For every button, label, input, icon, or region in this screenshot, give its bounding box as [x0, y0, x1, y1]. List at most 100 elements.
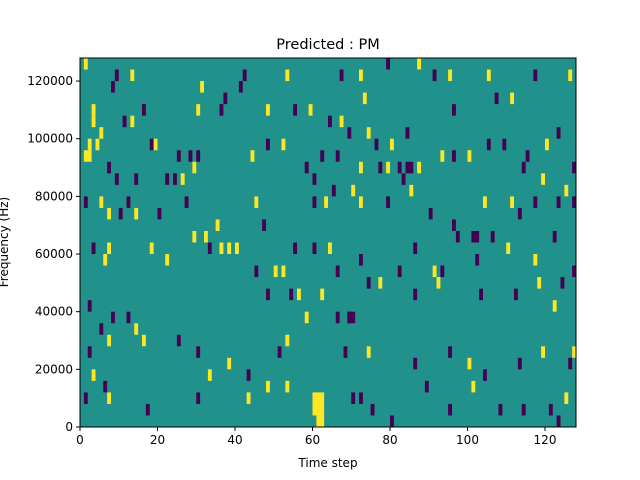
heatmap-cell	[413, 357, 418, 370]
heatmap-cell	[219, 104, 224, 116]
heatmap-cell	[517, 357, 522, 370]
heatmap-cell	[502, 138, 507, 151]
heatmap-cell	[227, 242, 232, 255]
heatmap-cell	[556, 127, 561, 139]
heatmap-cell	[370, 403, 375, 416]
heatmap-cell	[207, 242, 212, 255]
heatmap-cell	[533, 254, 538, 266]
heatmap-cell	[107, 242, 112, 255]
heatmap-cell	[118, 207, 123, 220]
heatmap-cell	[200, 81, 205, 93]
y-tick-label: 60000	[35, 247, 73, 261]
heatmap-cell	[87, 138, 92, 151]
heatmap-cell	[142, 104, 146, 116]
heatmap-cell	[452, 150, 456, 162]
heatmap-cell	[266, 288, 270, 301]
heatmap-cell	[413, 288, 418, 301]
heatmap-cell	[289, 288, 294, 301]
heatmap-cell	[293, 104, 298, 116]
heatmap-cell	[219, 242, 224, 255]
heatmap-cell	[568, 69, 573, 82]
heatmap-cell	[556, 196, 561, 208]
heatmap-cell	[467, 150, 472, 162]
plot-area	[79, 57, 577, 428]
heatmap-cell	[134, 323, 139, 335]
heatmap-cell	[91, 369, 96, 381]
heatmap-cell	[479, 288, 484, 301]
heatmap-cell	[285, 334, 290, 347]
x-tick-label: 100	[456, 433, 479, 447]
heatmap-cell	[91, 115, 96, 128]
heatmap-cell	[339, 69, 344, 82]
heatmap-cell	[347, 127, 352, 139]
heatmap-cell	[107, 207, 112, 220]
x-axis-label: Time step	[297, 456, 357, 470]
heatmap-cell	[192, 230, 197, 243]
heatmap-cell	[409, 184, 414, 197]
x-tick-label: 120	[534, 433, 557, 447]
y-tick-label: 0	[65, 420, 73, 434]
heatmap-cell	[107, 392, 112, 404]
heatmap-cell	[281, 138, 286, 151]
heatmap-cell	[130, 115, 135, 128]
heatmap-cell	[266, 380, 270, 393]
heatmap-cell	[541, 173, 546, 185]
heatmap-cell	[204, 230, 208, 243]
heatmap-cell	[467, 357, 472, 370]
heatmap-cell	[386, 196, 391, 208]
heatmap-cell	[149, 138, 154, 151]
heatmap-cell	[506, 242, 511, 255]
heatmap-cell	[246, 392, 251, 404]
heatmap-cell	[545, 138, 549, 151]
heatmap-cell	[250, 150, 255, 162]
heatmap-cell	[548, 403, 553, 416]
heatmap-cell	[266, 138, 270, 151]
heatmap-cell	[541, 346, 546, 358]
y-axis-label: Frequency (Hz)	[0, 197, 11, 288]
heatmap-cell	[475, 254, 480, 266]
heatmap-cell	[374, 138, 379, 151]
heatmap-block	[316, 415, 325, 427]
heatmap-cell	[285, 69, 290, 82]
heatmap-cell	[107, 334, 112, 347]
heatmap-cell	[83, 196, 88, 208]
heatmap-cell	[95, 138, 100, 151]
heatmap-cell	[564, 184, 569, 197]
heatmap-cell	[359, 196, 363, 208]
heatmap-cell	[126, 196, 131, 208]
heatmap-cell	[134, 207, 139, 220]
heatmap-cell	[359, 254, 363, 266]
heatmap-cell	[254, 196, 259, 208]
heatmap-cell	[440, 265, 445, 278]
heatmap-cell	[335, 311, 340, 324]
heatmap-cell	[188, 150, 193, 162]
heatmap-cell	[533, 196, 538, 208]
heatmap-cell	[556, 415, 561, 427]
heatmap-cell	[207, 369, 212, 381]
heatmap-cell	[514, 288, 518, 301]
y-tick-label: 120000	[27, 74, 73, 88]
heatmap-cell	[312, 196, 317, 208]
heatmap-cell	[455, 230, 460, 243]
heatmap-cell	[196, 150, 201, 162]
heatmap-cell	[153, 138, 158, 151]
heatmap-cell	[436, 277, 441, 289]
heatmap-cell	[452, 219, 456, 231]
heatmap-cell	[114, 173, 119, 185]
x-tick-label: 60	[305, 433, 320, 447]
heatmap-cell	[564, 392, 569, 404]
y-axis-ticks: 0 20000 40000 60000 80000 100000 120000	[27, 74, 80, 434]
heatmap-cell	[537, 277, 542, 289]
heatmap-cell	[83, 58, 88, 70]
heatmap-cell	[196, 104, 201, 116]
heatmap-cell	[483, 196, 487, 208]
heatmap-cell	[533, 69, 538, 82]
heatmap-cell	[180, 173, 185, 185]
heatmap-cell	[242, 69, 247, 82]
heatmap-cell	[281, 265, 286, 278]
heatmap-cell	[111, 81, 115, 93]
heatmap-cell	[525, 150, 530, 162]
heatmap-cell	[428, 207, 433, 220]
heatmap-cell	[277, 346, 282, 358]
heatmap-cell	[91, 104, 96, 116]
